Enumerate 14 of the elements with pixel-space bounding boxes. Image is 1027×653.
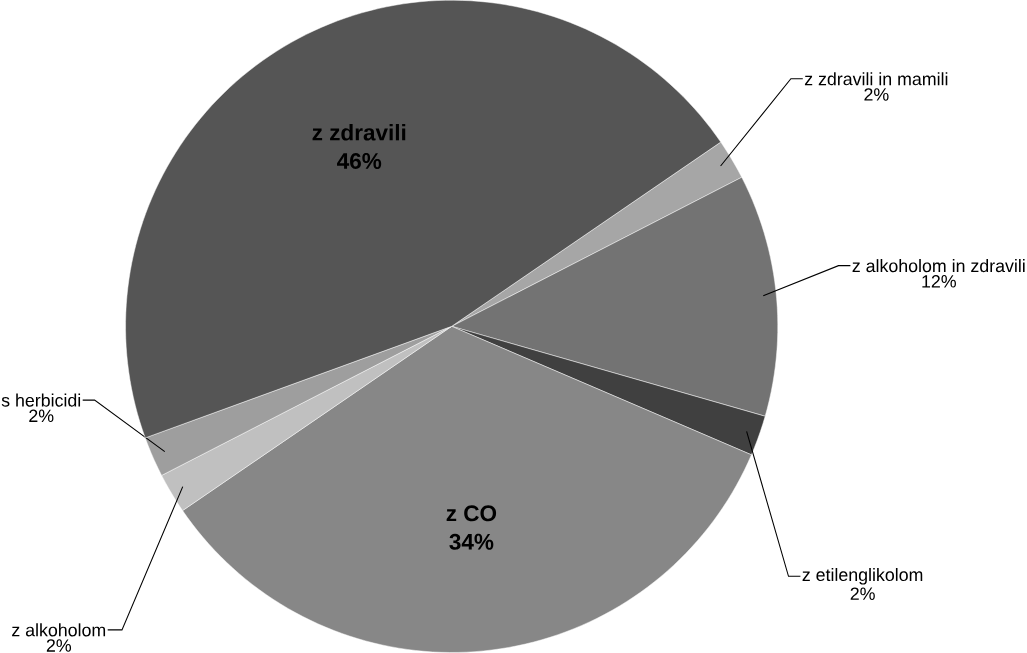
slice-label: z etilenglikolom [802,568,923,585]
slice-label: z CO [446,505,497,522]
data-label: 2% [850,587,875,600]
slice-label: z alkoholom in zdravili [852,259,1025,273]
slice-label: s herbicidi [1,393,81,407]
slice-label: z alkoholom [12,623,106,637]
data-label: 2% [864,88,889,101]
data-label: 2% [46,639,72,652]
data-label: 2% [29,409,54,423]
data-label: 46% [337,153,382,170]
slice-label: z zdravili [312,124,406,141]
data-label: 34% [449,533,494,550]
slice-label: z zdravili in mamili [804,72,948,86]
data-label: 12% [922,275,956,288]
